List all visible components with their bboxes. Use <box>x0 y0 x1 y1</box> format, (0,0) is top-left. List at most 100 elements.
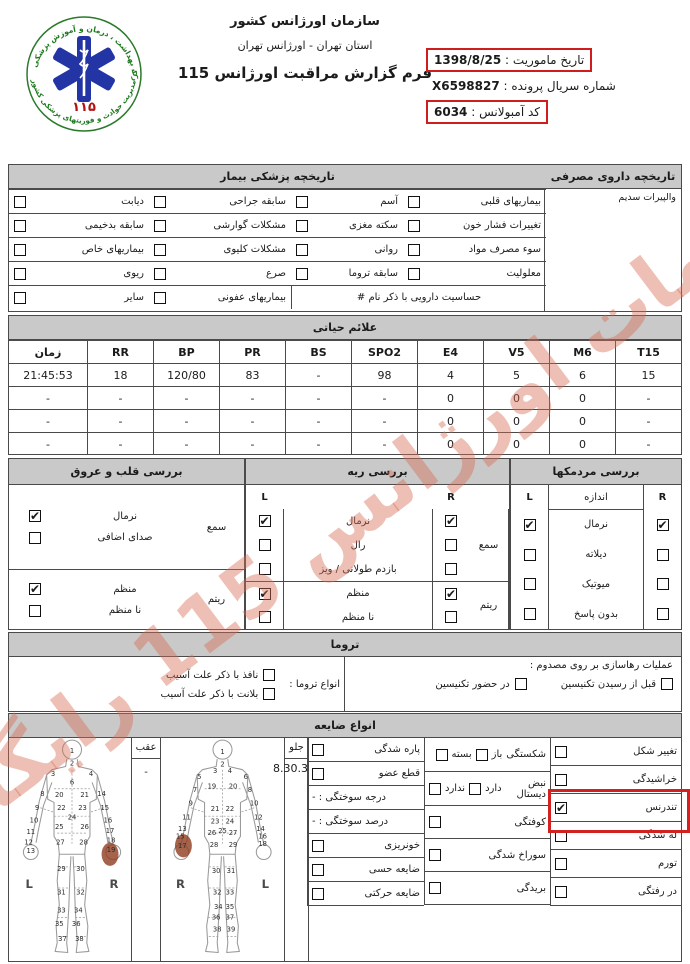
checkbox[interactable] <box>435 748 448 761</box>
checkbox[interactable] <box>555 885 567 898</box>
checkbox[interactable] <box>296 267 308 280</box>
checkbox[interactable] <box>656 548 669 561</box>
checkbox[interactable] <box>312 839 324 852</box>
checkbox[interactable]: ✔ <box>445 514 457 528</box>
checkbox[interactable] <box>154 291 166 304</box>
serial-number-field: شماره سریال پرونده : X6598827 <box>432 79 616 93</box>
history-item: سابقه بدخیمی <box>9 213 149 237</box>
checkbox[interactable] <box>429 816 441 828</box>
checkbox[interactable] <box>514 678 527 690</box>
checkbox[interactable]: ✔ <box>258 586 271 601</box>
vitals-cell: 5 <box>483 363 549 386</box>
checkbox[interactable]: ✔ <box>445 586 457 601</box>
injury-item-label: تغییر شکل <box>633 746 677 757</box>
vitals-cell: 4 <box>417 363 483 386</box>
history-item-label: صرع <box>266 268 286 279</box>
checkbox[interactable] <box>312 887 324 900</box>
history-item-label: ریوی <box>123 268 144 279</box>
checkbox[interactable] <box>258 563 271 575</box>
vitals-column-header: PR <box>219 340 285 363</box>
ambulance-code-value: 6034 <box>434 105 468 119</box>
org-subtitle: استان تهران - اورژانس تهران <box>237 39 373 52</box>
checkbox[interactable]: ✔ <box>523 517 536 532</box>
checkbox[interactable]: ✔ <box>656 517 669 532</box>
injury-item: خونریزی <box>308 834 424 858</box>
checkbox[interactable] <box>296 219 308 232</box>
heart-option-label: نرمال <box>113 511 137 522</box>
checkbox[interactable] <box>555 773 567 786</box>
checkbox[interactable] <box>555 857 567 870</box>
checkbox[interactable] <box>408 243 420 256</box>
injury-item: سوراخ شدگی <box>425 839 550 872</box>
checkbox[interactable] <box>14 219 26 232</box>
vitals-cell: - <box>219 409 285 432</box>
checkbox[interactable] <box>296 243 308 256</box>
checkbox[interactable] <box>656 608 669 621</box>
injury-item-label: خونریزی <box>384 840 420 851</box>
checkbox[interactable] <box>408 267 420 280</box>
injury-item: پاره شدگی <box>308 738 424 762</box>
vitals-column-header: BP <box>153 340 219 363</box>
checkbox[interactable] <box>469 782 482 795</box>
form-titles: سازمان اورژانس کشور استان تهران - اورژان… <box>170 14 440 82</box>
vitals-cell: - <box>285 363 351 386</box>
checkbox[interactable]: ✔ <box>29 509 41 523</box>
checkbox[interactable] <box>445 539 457 551</box>
checkbox[interactable] <box>154 267 166 280</box>
vitals-cell: - <box>351 386 417 409</box>
checkbox[interactable] <box>475 748 488 761</box>
checkbox[interactable] <box>408 195 420 208</box>
body-corner-left: L <box>26 877 34 891</box>
injury-pair-option: بسته <box>451 749 472 760</box>
checkbox[interactable] <box>263 669 276 681</box>
checkbox[interactable] <box>555 745 567 758</box>
body-region-number: 24 <box>68 813 77 821</box>
checkbox[interactable] <box>312 743 324 756</box>
checkbox[interactable] <box>296 195 308 208</box>
checkbox[interactable] <box>445 611 457 623</box>
checkbox[interactable] <box>523 548 536 561</box>
checkbox[interactable] <box>555 829 567 842</box>
checkbox[interactable] <box>429 849 441 861</box>
checkbox[interactable] <box>263 688 276 700</box>
checkbox[interactable] <box>258 611 271 623</box>
checkbox[interactable] <box>429 782 441 795</box>
checkbox[interactable]: ✔ <box>258 514 271 528</box>
back-label: عقب <box>132 738 160 759</box>
checkbox[interactable] <box>523 608 536 621</box>
checkbox[interactable] <box>29 604 41 617</box>
body-region-number: 9 <box>35 804 39 812</box>
checkbox[interactable] <box>14 195 26 208</box>
history-item: مشکلات گوارشی <box>149 213 291 237</box>
body-region-number: 21 <box>80 791 89 799</box>
history-item: سکته مغزی <box>291 213 403 237</box>
checkbox[interactable] <box>14 291 26 304</box>
checkbox[interactable] <box>154 195 166 208</box>
checkbox[interactable] <box>429 882 441 894</box>
checkbox[interactable] <box>29 532 41 544</box>
checkbox[interactable] <box>408 219 420 232</box>
checkbox[interactable]: ✔ <box>555 800 567 815</box>
injury-types-section: انواع ضایعه تغییر شکل خراشیدگی ✔ تندرنس له ش… <box>8 713 682 962</box>
checkbox[interactable] <box>14 243 26 256</box>
checkbox[interactable] <box>523 578 536 591</box>
vitals-cell: - <box>9 409 87 432</box>
injury-item-label: تندرنس <box>645 802 677 813</box>
checkbox[interactable] <box>312 863 324 876</box>
checkbox[interactable] <box>258 539 271 551</box>
checkbox[interactable] <box>445 563 457 575</box>
vitals-column-header: زمان <box>9 340 87 363</box>
injury-pair-option: دارد <box>485 783 502 794</box>
checkbox[interactable] <box>14 267 26 280</box>
front-value: 8.30.3 <box>273 762 308 775</box>
checkbox[interactable] <box>154 243 166 256</box>
checkbox[interactable]: ✔ <box>29 581 41 596</box>
checkbox[interactable] <box>312 767 324 780</box>
ems-logo: وزارت بهداشت ، درمان و آموزش پزشکی مرکز … <box>18 8 142 132</box>
checkbox[interactable] <box>661 678 673 690</box>
checkbox[interactable] <box>154 219 166 232</box>
checkbox[interactable] <box>656 578 669 591</box>
back-label-column: عقب - <box>131 738 161 962</box>
extrication-option: قبل از رسیدن تکنیسین <box>561 678 673 690</box>
